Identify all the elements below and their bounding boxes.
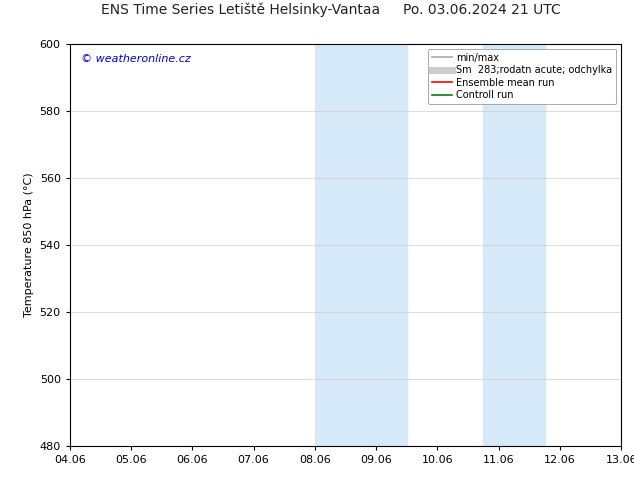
Bar [315,44,346,446]
Bar [376,44,407,446]
Y-axis label: Temperature 850 hPa (°C): Temperature 850 hPa (°C) [24,172,34,318]
Bar [346,44,376,446]
Bar [483,44,514,446]
Text: ENS Time Series Letiště Helsinky-Vantaa: ENS Time Series Letiště Helsinky-Vantaa [101,2,380,17]
Text: © weatheronline.cz: © weatheronline.cz [81,54,191,64]
Bar [514,44,545,446]
Text: Po. 03.06.2024 21 UTC: Po. 03.06.2024 21 UTC [403,3,560,17]
Legend: min/max, Sm  283;rodatn acute; odchylka, Ensemble mean run, Controll run: min/max, Sm 283;rodatn acute; odchylka, … [428,49,616,104]
